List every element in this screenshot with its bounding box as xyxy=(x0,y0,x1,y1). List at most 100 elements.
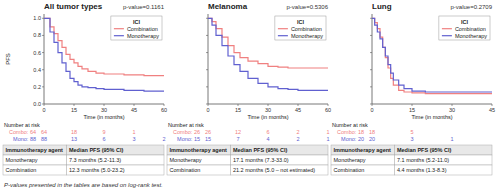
x-tick xyxy=(298,104,299,106)
x-tick xyxy=(164,104,165,106)
x-axis-label: Time (in months) xyxy=(411,114,452,120)
table-header: Immunotherapy agent xyxy=(6,147,64,153)
x-tick xyxy=(208,104,209,106)
y-tick-label: 1.0 xyxy=(33,15,41,21)
survival-curve xyxy=(208,18,328,90)
legend-label: Combination xyxy=(455,26,486,32)
legend-title: ICI xyxy=(297,19,305,25)
table-cell: Combination xyxy=(6,167,37,173)
survival-curve xyxy=(44,18,164,75)
table-cell-box xyxy=(230,165,328,175)
x-tick-label: 0 xyxy=(370,107,373,113)
table-cell-box xyxy=(167,155,230,165)
footnote: P-values presented in the tables are bas… xyxy=(4,182,163,188)
x-tick-label: 0 xyxy=(42,107,45,113)
y-tick xyxy=(206,69,208,70)
table-grid xyxy=(3,145,164,175)
at-risk-value: 26 xyxy=(205,129,211,135)
x-tick xyxy=(492,104,493,106)
at-risk-value: 20 xyxy=(369,136,375,142)
table-cell-box xyxy=(230,155,328,165)
table-cell-box xyxy=(331,145,394,155)
x-axis-label: Time (in months) xyxy=(83,114,124,120)
x-tick xyxy=(372,104,373,106)
y-tick xyxy=(370,35,372,36)
x-tick-label: 60 xyxy=(325,107,331,113)
legend-swatch xyxy=(114,28,124,29)
at-risk-label: Combo: 26 xyxy=(173,129,200,135)
x-tick xyxy=(44,104,45,106)
table-header: Median PFS (95% CI) xyxy=(233,147,288,153)
y-tick-label: 0.2 xyxy=(33,84,41,90)
legend-swatch xyxy=(278,28,288,29)
at-risk-value: 2 xyxy=(296,136,299,142)
at-risk-value: 7 xyxy=(236,136,239,142)
at-risk-title: Number at risk xyxy=(168,122,204,128)
table-cell: Combination xyxy=(334,167,365,173)
x-tick xyxy=(104,104,105,106)
table-cell-box xyxy=(66,165,164,175)
at-risk-title: Number at risk xyxy=(4,122,40,128)
y-axis-line xyxy=(208,14,209,104)
p-value: p-value=0.2709 xyxy=(450,4,492,10)
x-tick-label: 30 xyxy=(449,107,455,113)
p-value: p-value=0.1161 xyxy=(123,4,165,10)
x-tick xyxy=(328,104,329,106)
at-risk-value: 2 xyxy=(296,129,299,135)
legend-frame xyxy=(439,16,490,40)
x-tick-label: 0 xyxy=(206,107,209,113)
y-tick-label: 0.0 xyxy=(33,101,41,107)
table-grid xyxy=(167,145,328,175)
at-risk-label: Mono: 15 xyxy=(177,136,200,142)
at-risk-value: 6 xyxy=(266,129,269,135)
table-header: Immunotherapy agent xyxy=(334,147,392,153)
y-tick xyxy=(42,18,44,19)
x-tick xyxy=(134,104,135,106)
at-risk-value: 6 xyxy=(102,136,105,142)
table-cell: Monotherapy xyxy=(6,157,38,163)
x-tick-label: 30 xyxy=(265,107,271,113)
legend-label: Monotherapy xyxy=(455,33,487,39)
y-tick xyxy=(370,18,372,19)
table-cell-box xyxy=(3,165,66,175)
legend: ICICombinationMonotherapy xyxy=(275,16,326,40)
x-tick xyxy=(238,104,239,106)
at-risk-label: Combo: 64 xyxy=(9,129,36,135)
table-cell-box xyxy=(3,145,66,155)
table-cell-box xyxy=(167,145,230,155)
x-tick-label: 45 xyxy=(489,107,495,113)
x-tick-label: 60 xyxy=(161,107,167,113)
table-cell-box xyxy=(331,165,394,175)
at-risk-value: 13 xyxy=(71,136,77,142)
legend-swatch xyxy=(442,35,452,36)
y-tick xyxy=(42,52,44,53)
at-risk-value: 15 xyxy=(205,136,211,142)
at-risk-value: 1 xyxy=(450,136,453,142)
table-cell-box xyxy=(167,165,230,175)
table: Immunotherapy agentMedian PFS (95% CI)Mo… xyxy=(331,145,492,175)
at-risk-value: 2 xyxy=(162,136,165,142)
at-risk-value: 64 xyxy=(41,129,47,135)
table-cell-box xyxy=(230,145,328,155)
at-risk-value: 1 xyxy=(326,136,329,142)
table: Immunotherapy agentMedian PFS (95% CI)Mo… xyxy=(167,145,328,175)
x-tick xyxy=(268,104,269,106)
at-risk-value: 18 xyxy=(71,129,77,135)
panel-title: Lung xyxy=(372,2,392,11)
legend: ICICombinationMonotherapy xyxy=(111,16,162,40)
y-axis-label: PFS xyxy=(5,53,11,65)
at-risk-value: 88 xyxy=(41,136,47,142)
y-axis-line xyxy=(372,14,373,104)
y-tick xyxy=(42,35,44,36)
panel-title: All tumor types xyxy=(44,2,103,11)
legend: ICICombinationMonotherapy xyxy=(439,16,490,40)
table-cell-box xyxy=(394,145,492,155)
p-value: p-value=0.5306 xyxy=(286,4,328,10)
y-tick xyxy=(370,52,372,53)
table-cell-box xyxy=(3,155,66,165)
chart-canvas: All tumor typesp-value=0.11610.00.20.40.… xyxy=(0,0,500,195)
x-tick-label: 15 xyxy=(235,107,241,113)
table-cell-box xyxy=(394,165,492,175)
x-tick-label: 45 xyxy=(131,107,137,113)
table-cell: 12.3 months (5.0-23.2) xyxy=(69,167,125,173)
